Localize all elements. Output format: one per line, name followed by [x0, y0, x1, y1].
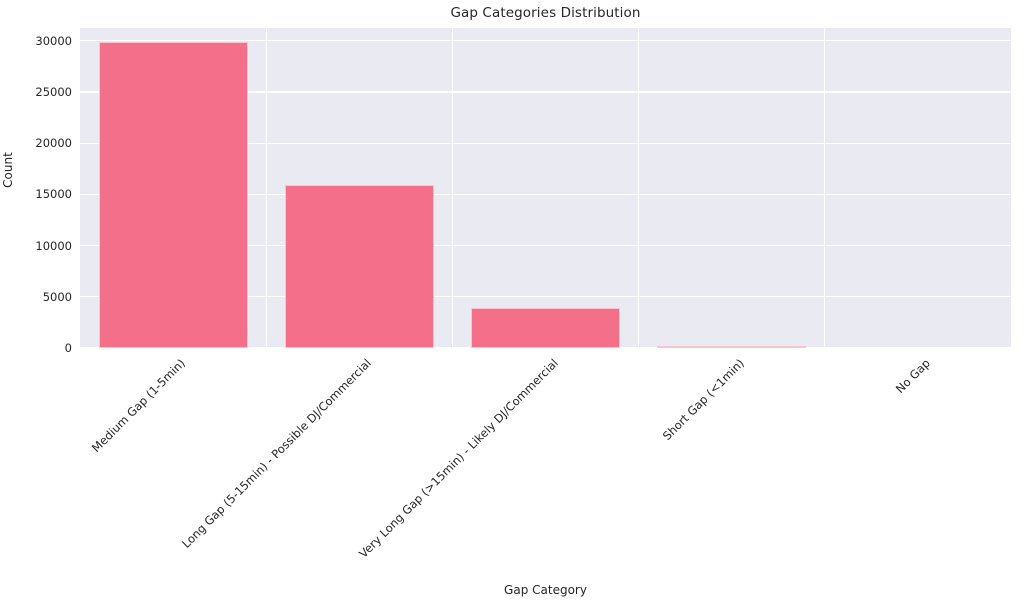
x-tick-label: No Gap: [892, 356, 933, 396]
x-axis-ticks: Medium Gap (1-5min) Long Gap (5-15min) - …: [0, 348, 1024, 578]
y-tick-label: 15000: [35, 187, 72, 202]
x-axis-label: Gap Category: [504, 583, 587, 597]
x-tick-label: Long Gap (5-15min) - Possible DJ/Commerc…: [179, 356, 375, 551]
gridline-horizontal: [80, 296, 1011, 298]
gridline-vertical: [451, 28, 454, 348]
y-axis-label: Count: [1, 152, 15, 188]
y-tick-label: 10000: [35, 238, 72, 253]
x-tick-label: Medium Gap (1-5min): [88, 356, 188, 455]
bar: [284, 185, 434, 348]
gridline-horizontal: [80, 40, 1011, 42]
bar: [98, 42, 248, 348]
chart-title: Gap Categories Distribution: [450, 5, 641, 21]
y-axis-ticks: 0 5000 10000 15000 20000 25000 30000: [0, 28, 72, 355]
y-tick-label: 30000: [35, 33, 72, 48]
y-tick-label: 25000: [35, 85, 72, 99]
gridline-horizontal: [80, 91, 1011, 93]
x-tick-label: Short Gap (<1min): [659, 356, 747, 444]
gridline-horizontal: [80, 193, 1011, 196]
y-tick-label: 0: [64, 341, 72, 355]
gridline-horizontal: [80, 244, 1011, 247]
bar: [471, 308, 620, 348]
gridline-horizontal: [80, 142, 1011, 144]
x-tick-label: Very Long Gap (>15min) - Likely DJ/Comme…: [355, 356, 561, 561]
plot-area: [80, 28, 1011, 348]
gridline-vertical: [637, 28, 640, 348]
gridline-vertical: [265, 28, 267, 348]
bar: [657, 346, 807, 348]
y-tick-label: 5000: [42, 289, 72, 304]
gridline-vertical: [824, 28, 826, 348]
y-tick-label: 20000: [35, 136, 72, 151]
